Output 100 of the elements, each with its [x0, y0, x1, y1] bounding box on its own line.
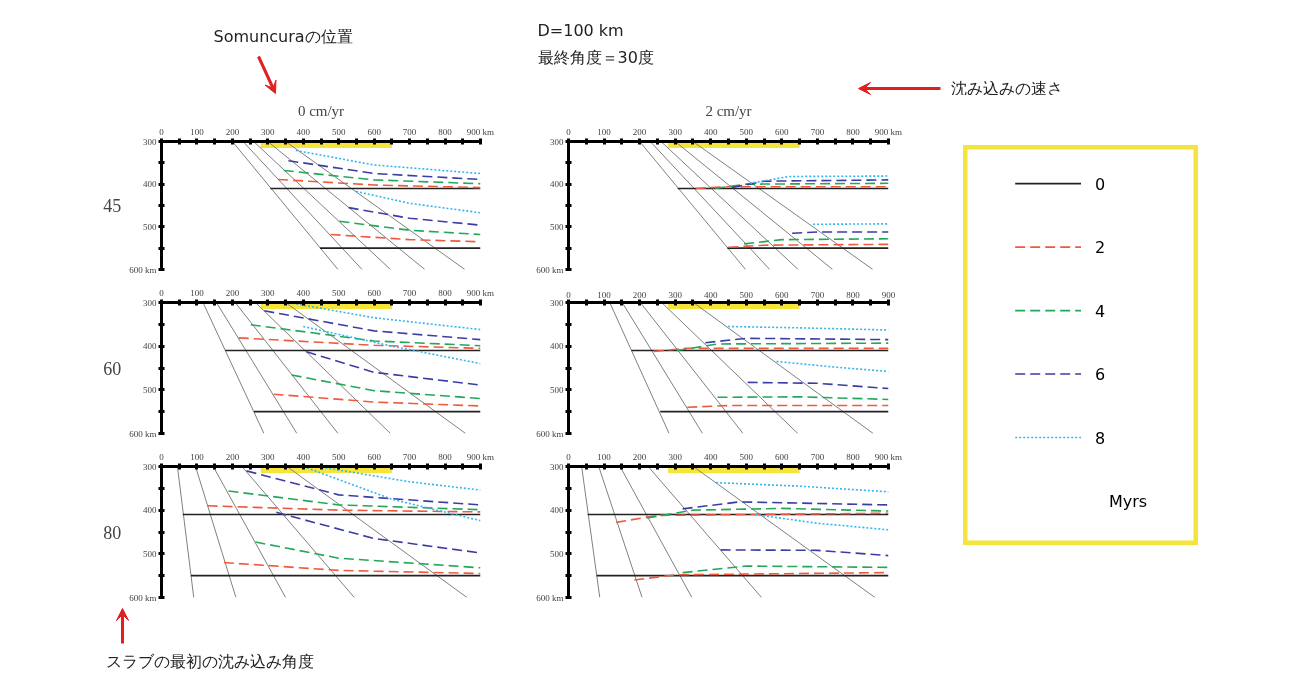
x-tick-label: 500 — [331, 287, 346, 298]
y-tick-label: 500 — [550, 384, 564, 395]
y-tick-label: 600 km — [536, 592, 564, 603]
y-tick-label: 500 — [143, 384, 157, 395]
x-tick-label: 400 — [703, 126, 718, 137]
x-tick-label: 300 — [261, 451, 276, 462]
x-tick-label: 200 — [632, 289, 647, 300]
x-tick-label: 200 — [632, 451, 647, 462]
y-tick-label: 500 — [550, 221, 564, 232]
line-series — [645, 507, 889, 519]
y-axis-title: 80 — [103, 522, 122, 543]
y-axis-title: 45 — [103, 196, 122, 216]
x-tick-label: 0 — [159, 287, 165, 298]
x-tick-label: 0 — [159, 126, 165, 137]
x-tick-label: 500 — [739, 126, 754, 137]
y-tick-label: 500 — [143, 221, 157, 232]
x-tick-label: 600 — [775, 289, 790, 300]
x-tick-label: 700 — [810, 289, 825, 300]
x-tick-label: 900 — [881, 289, 896, 300]
x-tick-label: 600 — [367, 126, 382, 137]
x-tick-label: 300 — [668, 451, 683, 462]
x-tick-label: 800 — [438, 287, 453, 298]
x-tick-label: 900 km — [466, 287, 495, 298]
x-tick-label: 700 — [402, 287, 417, 298]
x-tick-label: 500 — [739, 289, 754, 300]
y-tick-label: 300 — [550, 461, 564, 472]
x-tick-label: 900 km — [874, 451, 903, 462]
x-tick-label: 100 — [597, 451, 612, 462]
x-tick-label: 100 — [190, 451, 205, 462]
y-tick-label: 300 — [550, 136, 564, 147]
x-tick-label: 200 — [225, 287, 240, 298]
y-tick-label: 400 — [550, 341, 564, 352]
x-tick-label: 900 km — [874, 126, 903, 137]
x-tick-label: 800 — [438, 451, 453, 462]
x-tick-label: 500 — [331, 451, 346, 462]
x-tick-label: 400 — [703, 451, 718, 462]
y-tick-label: 400 — [550, 505, 564, 516]
x-tick-label: 900 km — [466, 451, 495, 462]
x-tick-label: 100 — [190, 287, 205, 298]
x-tick-label: 500 — [331, 126, 346, 137]
text: 最終角度＝30度 — [537, 48, 654, 67]
legend-label: 4 — [1095, 301, 1106, 321]
legend-label: 6 — [1095, 365, 1106, 385]
x-tick-label: 200 — [632, 126, 647, 137]
x-tick-label: 300 — [261, 126, 276, 137]
x-tick-label: 600 — [775, 126, 790, 137]
x-tick-label: 600 — [775, 451, 790, 462]
x-tick-label: 200 — [225, 451, 240, 462]
x-tick-label: 300 — [668, 289, 683, 300]
legend-label: 0 — [1095, 174, 1106, 194]
y-tick-label: 300 — [143, 136, 157, 147]
y-tick-label: 400 — [143, 505, 157, 516]
text: スラブの最初の沈み込み角度 — [105, 652, 314, 671]
x-tick-label: 700 — [402, 451, 417, 462]
x-tick-label: 600 — [367, 287, 382, 298]
chart-title: 0 cm/yr — [297, 102, 345, 119]
y-tick-label: 600 km — [129, 264, 157, 275]
x-tick-label: 100 — [190, 126, 205, 137]
chart-title: 2 cm/yr — [705, 102, 752, 119]
x-tick-label: 0 — [566, 289, 572, 300]
x-tick-label: 400 — [296, 126, 311, 137]
x-tick-label: 900 km — [466, 126, 495, 137]
text: Somuncuraの位置 — [213, 27, 353, 46]
y-tick-label: 600 km — [129, 592, 157, 603]
y-tick-label: 600 km — [536, 428, 564, 439]
x-tick-label: 800 — [846, 289, 861, 300]
y-tick-label: 600 km — [129, 428, 157, 439]
x-tick-label: 0 — [566, 451, 572, 462]
legend-label: 8 — [1095, 428, 1106, 448]
x-tick-label: 700 — [402, 126, 417, 137]
y-tick-label: 400 — [143, 179, 157, 190]
x-tick-label: 100 — [597, 289, 612, 300]
x-tick-label: 800 — [438, 126, 453, 137]
y-axis-title: 60 — [103, 358, 122, 379]
x-tick-label: 800 — [846, 451, 861, 462]
x-tick-label: 200 — [225, 126, 240, 137]
x-tick-label: 400 — [296, 451, 311, 462]
x-tick-label: 500 — [739, 451, 754, 462]
y-tick-label: 400 — [143, 341, 157, 352]
text: D=100 km — [537, 21, 624, 40]
x-tick-label: 0 — [566, 126, 572, 137]
y-tick-label: 500 — [550, 548, 564, 559]
legend-label: 2 — [1095, 238, 1106, 258]
x-tick-label: 600 — [367, 451, 382, 462]
x-tick-label: 400 — [296, 287, 311, 298]
y-tick-label: 300 — [143, 461, 157, 472]
y-tick-label: 400 — [550, 179, 564, 190]
legend-title: Myrs — [1108, 491, 1148, 511]
x-tick-label: 0 — [159, 451, 165, 462]
x-tick-label: 300 — [261, 287, 276, 298]
x-tick-label: 400 — [703, 289, 718, 300]
x-tick-label: 700 — [810, 126, 825, 137]
y-tick-label: 300 — [550, 297, 564, 308]
x-tick-label: 700 — [810, 451, 825, 462]
x-tick-label: 800 — [846, 126, 861, 137]
x-tick-label: 100 — [597, 126, 612, 137]
y-tick-label: 300 — [143, 297, 157, 308]
y-tick-label: 600 km — [536, 264, 564, 275]
x-tick-label: 300 — [668, 126, 683, 137]
y-tick-label: 500 — [143, 548, 157, 559]
